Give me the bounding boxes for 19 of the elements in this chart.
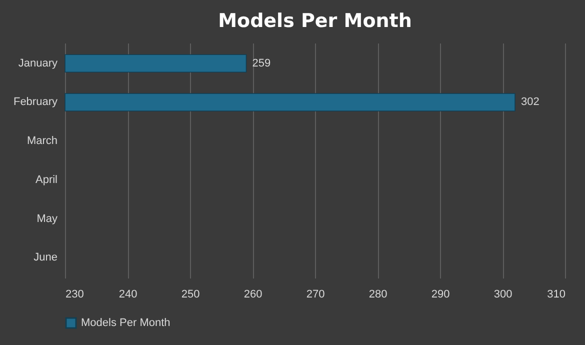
x-tick-label: 230: [66, 288, 84, 300]
x-tick-label: 310: [547, 288, 566, 300]
x-tick-label: 280: [368, 288, 388, 300]
x-tick-label: 250: [181, 288, 200, 300]
y-tick-label: March: [26, 135, 58, 148]
data-label: 259: [252, 57, 271, 70]
x-tick-label: 290: [431, 288, 450, 300]
chart-title: Models Per Month: [218, 10, 412, 32]
y-tick-label: April: [35, 174, 58, 186]
data-label: 302: [521, 96, 540, 108]
y-tick-label: February: [13, 96, 58, 108]
x-tick-label: 260: [244, 288, 262, 300]
x-tick-label: 300: [494, 288, 512, 300]
y-tick-label: May: [36, 212, 58, 225]
y-tick-label: June: [34, 252, 58, 264]
y-tick-label: January: [18, 57, 58, 70]
x-tick-label: 270: [306, 288, 325, 300]
x-tick-label: 240: [118, 288, 138, 300]
legend-label: Models Per Month: [81, 317, 170, 329]
